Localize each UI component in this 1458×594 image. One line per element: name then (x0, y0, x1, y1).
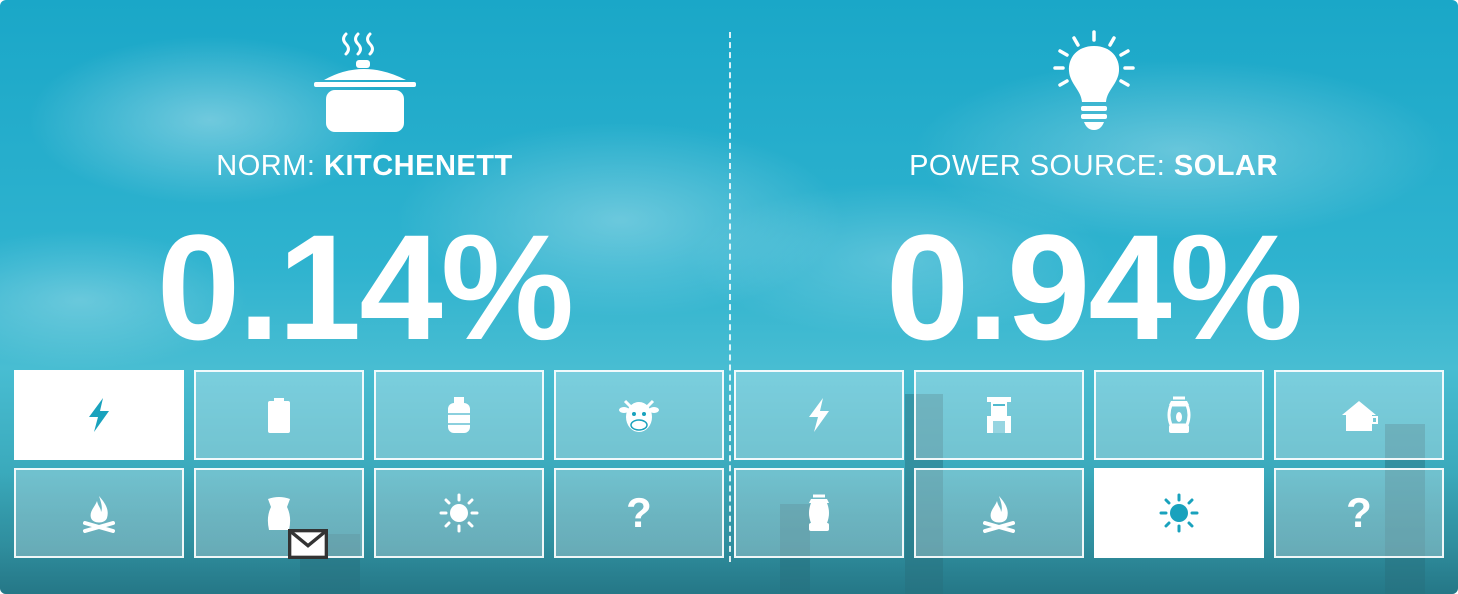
cooking-panel: NORM: KITCHENETT 0.14% (0, 32, 729, 559)
lantern-icon (809, 494, 829, 531)
option-battery[interactable] (194, 370, 364, 460)
option-generator[interactable] (914, 370, 1084, 460)
lightbulb-icon (1052, 30, 1135, 130)
campfire-icon (983, 496, 1015, 533)
power-source-label: POWER SOURCE: SOLAR (729, 150, 1458, 183)
option-house[interactable] (1274, 370, 1444, 460)
option-solar[interactable] (1094, 468, 1264, 558)
power-source-label-value: SOLAR (1173, 150, 1278, 182)
norm-label-value: KITCHENETT (324, 150, 513, 182)
norm-label-prefix: NORM: (216, 150, 325, 182)
cooking-pot-icon (313, 32, 416, 132)
gas-cylinder-icon (448, 397, 470, 433)
option-kerosene-lamp[interactable] (1094, 370, 1264, 460)
lightning-icon (809, 398, 829, 432)
lighting-option-grid: ? (734, 370, 1444, 558)
cow-icon (619, 399, 659, 432)
campfire-icon (83, 496, 115, 533)
option-electricity[interactable] (734, 370, 904, 460)
house-icon (1342, 401, 1378, 431)
charcoal-sack-icon (267, 497, 291, 530)
kerosene-lantern-icon (1167, 396, 1191, 433)
option-solar[interactable] (374, 468, 544, 558)
option-firewood[interactable] (914, 468, 1084, 558)
option-gas-cylinder[interactable] (374, 370, 544, 460)
cooking-option-grid: ? (14, 370, 724, 559)
option-animal-dung[interactable] (554, 370, 724, 460)
envelope-icon (288, 529, 328, 559)
option-firewood[interactable] (14, 468, 184, 558)
question-icon: ? (1346, 489, 1372, 536)
power-source-label-prefix: POWER SOURCE: (909, 150, 1174, 182)
option-electricity[interactable] (14, 370, 184, 460)
option-other[interactable]: ? (1274, 468, 1444, 558)
sun-icon (439, 493, 479, 533)
option-lantern[interactable] (734, 468, 904, 558)
question-icon: ? (626, 489, 652, 536)
panel-divider (729, 32, 731, 562)
generator-icon (987, 397, 1011, 433)
norm-label: NORM: KITCHENETT (0, 150, 729, 183)
norm-percentage: 0.14% (156, 203, 574, 371)
sun-icon (1159, 493, 1199, 533)
battery-icon (268, 398, 290, 433)
lighting-panel: POWER SOURCE: SOLAR 0.94% (729, 0, 1458, 594)
lightning-icon (89, 398, 109, 432)
power-source-percentage: 0.94% (885, 203, 1303, 371)
option-charcoal[interactable] (194, 468, 364, 559)
option-other[interactable]: ? (554, 468, 724, 558)
